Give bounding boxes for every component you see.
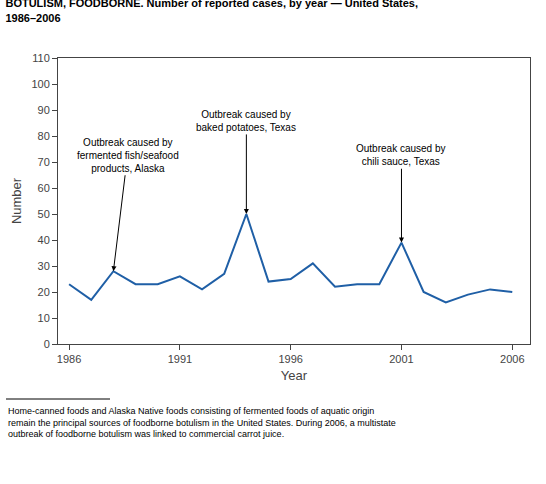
svg-text:Number: Number [9, 177, 24, 224]
svg-text:100: 100 [31, 78, 49, 90]
svg-text:BOTULISM, FOODBORNE. Number of: BOTULISM, FOODBORNE. Number of reported … [5, 0, 418, 24]
svg-text:Year: Year [281, 368, 308, 383]
svg-text:1996: 1996 [278, 353, 302, 365]
svg-text:110: 110 [32, 52, 50, 64]
svg-text:Outbreak caused byfermented fi: Outbreak caused byfermented fish/seafood… [77, 137, 179, 174]
svg-text:80: 80 [38, 130, 50, 142]
svg-text:0: 0 [44, 338, 50, 350]
svg-text:40: 40 [38, 234, 50, 246]
svg-text:Home-canned foods and Alaska N: Home-canned foods and Alaska Native food… [8, 406, 396, 439]
svg-text:1991: 1991 [168, 353, 192, 365]
svg-text:20: 20 [38, 286, 50, 298]
svg-text:2006: 2006 [500, 353, 524, 365]
svg-text:Outbreak caused bybaked potato: Outbreak caused bybaked potatoes, Texas [196, 109, 296, 133]
svg-text:60: 60 [38, 182, 50, 194]
svg-text:1986: 1986 [57, 353, 81, 365]
svg-text:50: 50 [38, 208, 50, 220]
svg-text:90: 90 [38, 104, 50, 116]
svg-text:70: 70 [38, 156, 50, 168]
svg-text:10: 10 [38, 312, 50, 324]
svg-text:2001: 2001 [389, 353, 413, 365]
svg-text:30: 30 [38, 260, 50, 272]
svg-text:Outbreak caused bychili sauce,: Outbreak caused bychili sauce, Texas [356, 143, 446, 167]
